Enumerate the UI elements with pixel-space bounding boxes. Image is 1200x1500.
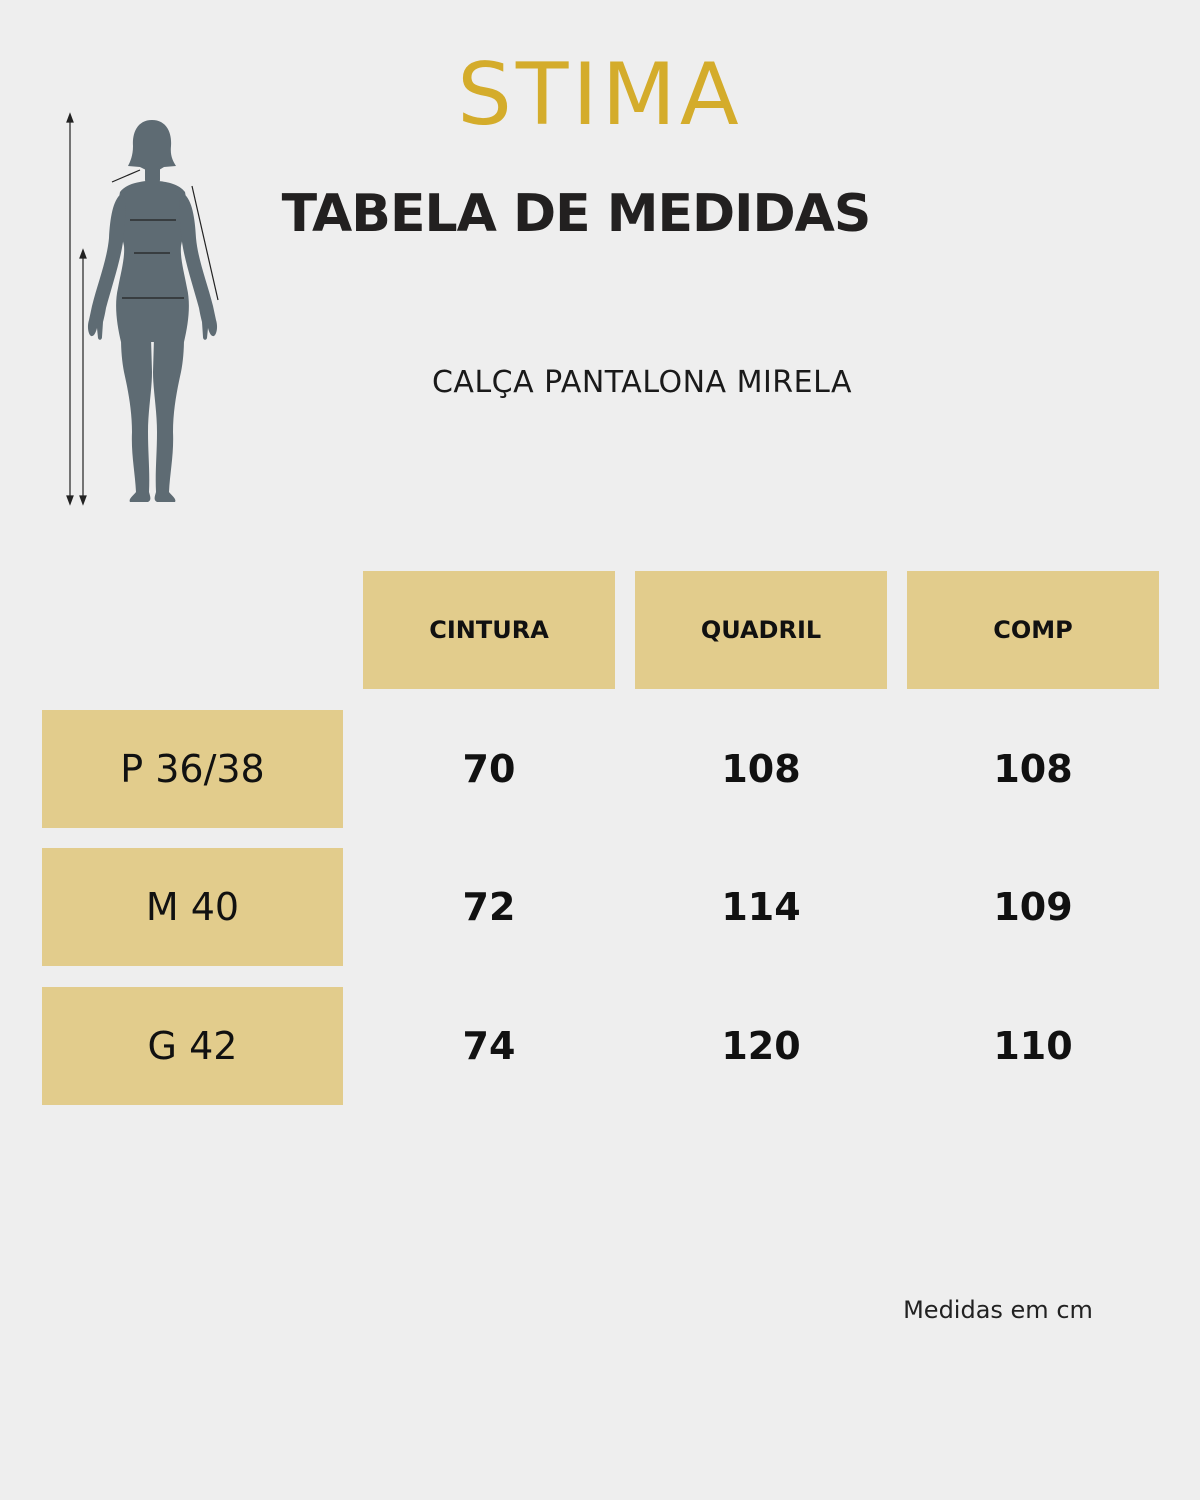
column-header-comp: COMP — [907, 571, 1159, 689]
table-cell: 108 — [993, 747, 1073, 791]
table-cell: 110 — [993, 1024, 1073, 1068]
table-cell: 70 — [462, 747, 516, 791]
units-footnote: Medidas em cm — [903, 1296, 1093, 1324]
table-cell: 120 — [721, 1024, 801, 1068]
table-cell: 72 — [462, 885, 516, 929]
product-name: CALÇA PANTALONA MIRELA — [431, 365, 853, 400]
female-body-measurement-icon — [66, 112, 219, 506]
row-size-label: G 42 — [42, 987, 343, 1105]
table-cell: 114 — [721, 885, 801, 929]
column-header-quadril: QUADRIL — [635, 571, 887, 689]
brand-logo: STIMA — [457, 45, 743, 145]
table-cell: 74 — [462, 1024, 516, 1068]
page-title: TABELA DE MEDIDAS — [281, 184, 872, 244]
column-header-cintura: CINTURA — [363, 571, 615, 689]
table-cell: 108 — [721, 747, 801, 791]
row-size-label: M 40 — [42, 848, 343, 966]
table-cell: 109 — [993, 885, 1073, 929]
row-size-label: P 36/38 — [42, 710, 343, 828]
